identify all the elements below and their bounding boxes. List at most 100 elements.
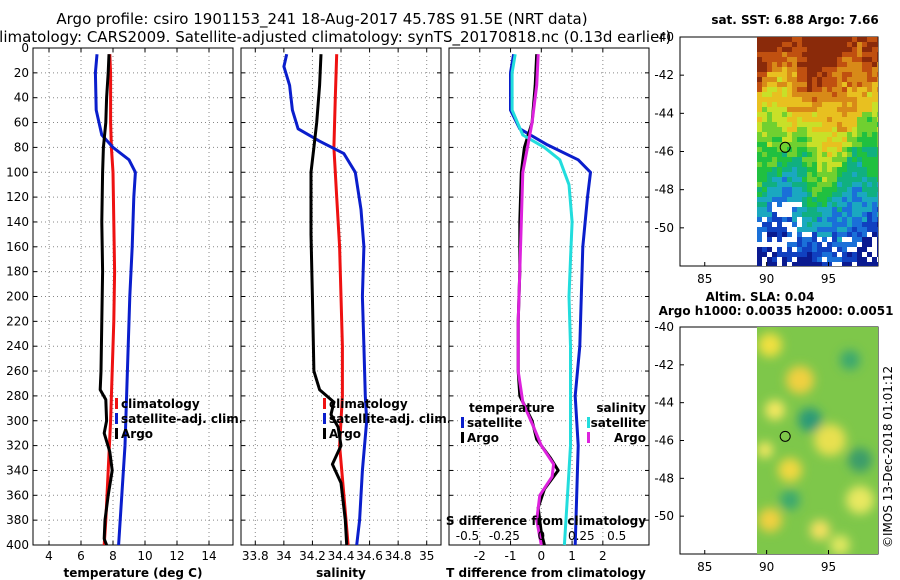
- x-tick-label: 2: [599, 549, 607, 563]
- series-climatology: [102, 54, 117, 546]
- lon-tick-label: 90: [759, 272, 774, 286]
- depth-tick-label: 20: [14, 66, 29, 80]
- legend-label: Argo: [614, 431, 646, 445]
- panel-temperature: 4 6 8 10 12 14 temperature (deg C) 0 20 40 60 80 100…: [6, 41, 243, 580]
- grid: [449, 48, 649, 545]
- lon-tick-label: 85: [697, 560, 712, 574]
- depth-tick-label: 180: [6, 265, 29, 279]
- x-tick-label: 0: [537, 549, 545, 563]
- panel-salinity: 33.8 34 34.2 34.4 34.6 34.8 35 salinity climatol…: [240, 47, 451, 580]
- depth-tick-label: 220: [6, 314, 29, 328]
- lat-tick-label: -50: [654, 509, 674, 523]
- depth-tick-label: 300: [6, 414, 29, 428]
- lat-tick-label: -40: [654, 320, 674, 334]
- legend-label: Argo: [121, 427, 153, 441]
- lat-tick-label: -42: [654, 68, 674, 82]
- depth-tick-label: 320: [6, 439, 29, 453]
- legend-label: satellite: [467, 416, 522, 430]
- legend-swatch: [115, 398, 118, 409]
- sla-map-title: Altim. SLA: 0.04: [706, 290, 815, 304]
- x-tick-label: 8: [109, 549, 117, 563]
- lat-tick-label: -50: [654, 221, 674, 235]
- x-tick-label: 12: [169, 549, 184, 563]
- depth-tick-label: 260: [6, 364, 29, 378]
- depth-tick-label: 140: [6, 215, 29, 229]
- x-tick-label: 34.8: [385, 549, 412, 563]
- x-tick-label: 34: [276, 549, 291, 563]
- sst-argo-location-marker: [779, 141, 791, 153]
- x-tick-label: 34.2: [299, 549, 326, 563]
- x-tick-label: 10: [137, 549, 152, 563]
- x-tick-label: 14: [201, 549, 216, 563]
- depth-tick-label: 120: [6, 190, 29, 204]
- sla-map: Altim. SLA: 0.04 Argo h1000: 0.0035 h200…: [654, 290, 893, 574]
- x-axis-label: T difference from climatology: [446, 566, 646, 580]
- lat-tick-label: -48: [654, 183, 674, 197]
- grid: [33, 48, 233, 545]
- sla-map-image: [757, 327, 878, 554]
- lat-tick-label: -48: [654, 471, 674, 485]
- lat-tick-label: -42: [654, 358, 674, 372]
- depth-tick-label: 160: [6, 240, 29, 254]
- series-satellite-adj-clim-: [93, 54, 137, 546]
- x-axis-label: salinity: [316, 566, 366, 580]
- x-tick-label: 35: [419, 549, 434, 563]
- legend-label: Argo: [467, 431, 499, 445]
- legend-label: satellite-adj. clim.: [329, 412, 451, 426]
- depth-tick-label: 100: [6, 165, 29, 179]
- legend-swatch: [115, 428, 118, 439]
- top-axis-label: S difference from climatology: [446, 514, 646, 528]
- lon-tick-label: 95: [821, 272, 836, 286]
- legend-label: satellite-adj. clim.: [121, 412, 243, 426]
- legend-label: temperature: [469, 401, 554, 415]
- x-tick-label: 34.6: [356, 549, 383, 563]
- lon-tick-label: 95: [821, 560, 836, 574]
- lon-tick-label: 85: [697, 272, 712, 286]
- legend-swatch: [587, 417, 590, 428]
- title-line-2: Climatology: CARS2009. Satellite-adjuste…: [0, 28, 671, 47]
- title-line-1: Argo profile: csiro 1901153_241 18-Aug-2…: [56, 10, 587, 29]
- x-axis-label: temperature (deg C): [64, 566, 203, 580]
- sst-map-title: sat. SST: 6.88 Argo: 7.66: [711, 13, 878, 27]
- legend-swatch: [461, 417, 464, 428]
- x-tick-label: -2: [474, 549, 486, 563]
- depth-tick-label: 340: [6, 463, 29, 477]
- credit-text: ©IMOS 13-Dec-2018 01:01:12: [881, 366, 895, 548]
- depth-tick-label: 380: [6, 513, 29, 527]
- legend-label: satellite: [591, 416, 646, 430]
- sla-argo-location-marker: [779, 430, 791, 442]
- legend-swatch: [323, 398, 326, 409]
- depth-tick-label: 80: [14, 140, 29, 154]
- depth-tick-label: 240: [6, 339, 29, 353]
- salinity-diff-tick-label: 0: [537, 529, 545, 543]
- salinity-diff-tick-label: 0.5: [607, 529, 626, 543]
- series-satellite-adj-clim-: [282, 53, 369, 546]
- lat-tick-label: -46: [654, 434, 674, 448]
- salinity-diff-tick-label: 0.25: [568, 529, 595, 543]
- x-tick-label: 6: [77, 549, 85, 563]
- series-argo: [98, 54, 114, 546]
- series-s-argo: [516, 54, 556, 546]
- legend-label: climatology: [329, 397, 408, 411]
- sst-map: sat. SST: 6.88 Argo: 7.66 85 90 95 -40 -42 -4…: [654, 13, 878, 286]
- series-climatology: [332, 54, 350, 546]
- series-s-satellite: [510, 53, 574, 546]
- legend-swatch: [323, 413, 326, 424]
- x-tick-label: 4: [45, 549, 53, 563]
- panel-difference: -2 -1 0 1 2 T difference from climatology temp…: [446, 47, 650, 580]
- depth-tick-label: 200: [6, 290, 29, 304]
- x-tick-label: 34.4: [328, 549, 355, 563]
- sla-map-subtitle: Argo h1000: 0.0035 h2000: 0.0051: [659, 304, 894, 318]
- legend-swatch: [587, 432, 590, 443]
- legend-swatch: [323, 428, 326, 439]
- sst-map-image: [757, 37, 878, 266]
- legend-swatch: [461, 432, 464, 443]
- salinity-diff-tick-label: -0.25: [489, 529, 520, 543]
- depth-tick-label: 40: [14, 91, 29, 105]
- legend-label: Argo: [329, 427, 361, 441]
- depth-tick-label: 400: [6, 538, 29, 552]
- legend-label: climatology: [121, 397, 200, 411]
- legend-swatch: [115, 413, 118, 424]
- series-argo: [309, 54, 349, 546]
